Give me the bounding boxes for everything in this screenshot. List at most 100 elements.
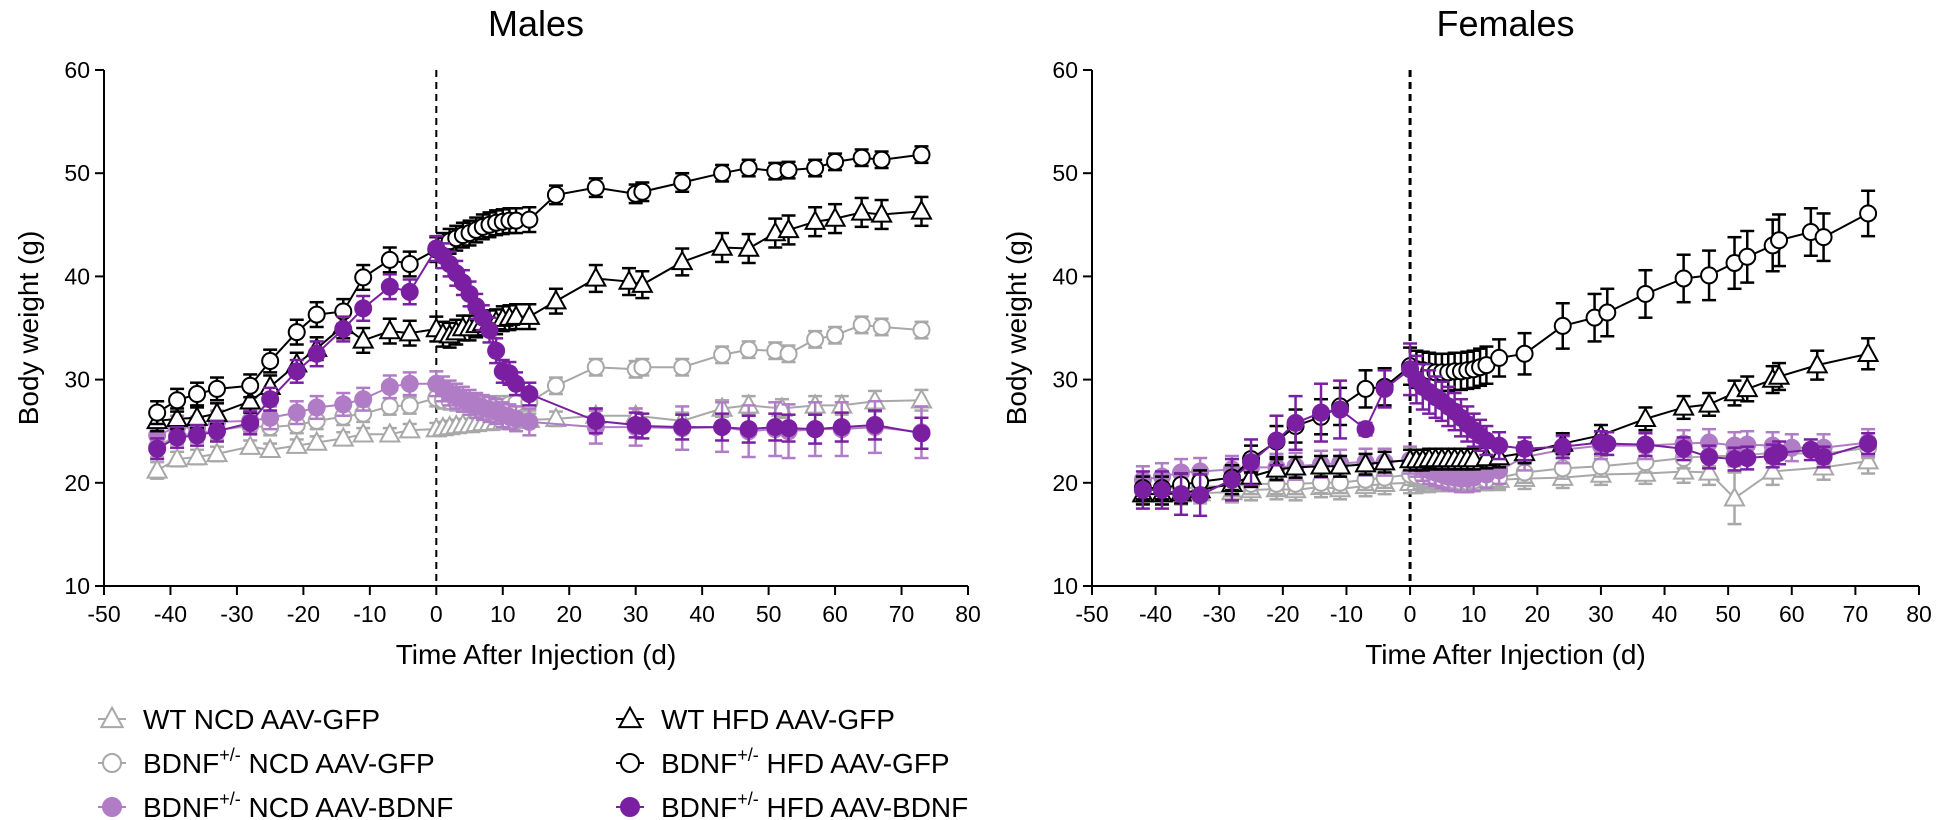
legend-marker: [102, 753, 122, 773]
data-point: [165, 446, 189, 468]
data-point: [1859, 434, 1878, 453]
data-point: [1700, 266, 1719, 285]
data-point: [1738, 449, 1757, 468]
data-point: [850, 200, 873, 221]
data-point: [912, 321, 931, 340]
data-point: [145, 458, 169, 479]
data-point: [380, 377, 399, 396]
chart-panel-females: Females -50 -40 -30 -20 -10 0 10 20 30 40 50 60 70 80 1…: [1001, 3, 1932, 670]
data-point: [354, 268, 373, 287]
legend-marker: [99, 705, 125, 729]
data-point: [148, 403, 167, 422]
data-point: [205, 441, 229, 463]
data-point: [1738, 247, 1757, 266]
x-tick-label: 60: [1779, 601, 1805, 627]
data-point: [910, 199, 933, 220]
data-point: [1312, 403, 1331, 422]
data-point: [1598, 303, 1617, 322]
data-point: [673, 173, 692, 192]
data-point: [239, 389, 262, 410]
x-tick-label: 50: [1715, 601, 1741, 627]
data-point: [261, 390, 280, 409]
data-point: [910, 388, 933, 409]
data-point: [806, 330, 825, 349]
data-point: [352, 422, 375, 443]
data-point: [832, 418, 851, 437]
data-point: [307, 344, 326, 363]
legend: WT NCD AAV-GFP BDNF+/- NCD AAV-GFP BDNF+/-…: [98, 704, 968, 820]
data-point: [710, 235, 734, 256]
y-tick-label: 40: [1052, 263, 1078, 289]
series-line: [156, 153, 922, 414]
data-point: [631, 272, 654, 293]
data-point: [633, 182, 652, 201]
y-tick-label: 60: [1052, 57, 1078, 83]
x-tick-label: -10: [353, 601, 386, 627]
data-point: [261, 352, 280, 371]
legend-label: BDNF+/- HFD AAV-BDNF: [661, 789, 968, 820]
data-point: [1723, 486, 1746, 507]
data-point: [1222, 470, 1241, 489]
data-point: [398, 321, 421, 342]
x-tick-label: 0: [430, 601, 443, 627]
chart-title: Females: [1436, 3, 1574, 44]
data-point: [148, 439, 167, 458]
x-tick-label: -30: [1203, 601, 1236, 627]
legend-item-bdnf_ncd_bdnf: BDNF+/- NCD AAV-BDNF: [98, 789, 453, 820]
data-point: [779, 344, 798, 363]
data-point: [378, 319, 401, 340]
y-tick-label: 10: [64, 573, 90, 599]
data-point: [1191, 486, 1210, 505]
data-point: [205, 401, 229, 422]
y-tick-label: 20: [1052, 470, 1078, 496]
data-point: [806, 420, 825, 439]
data-point: [1553, 316, 1572, 335]
y-tick-label: 50: [64, 160, 90, 186]
x-tick-label: -40: [154, 601, 187, 627]
legend-marker: [617, 705, 643, 729]
data-point: [305, 430, 328, 451]
data-point: [168, 391, 187, 410]
legend-label: WT NCD AAV-GFP: [143, 704, 380, 735]
y-tick-label: 40: [64, 263, 90, 289]
data-point: [504, 304, 528, 325]
data-point: [380, 277, 399, 296]
data-point: [518, 304, 541, 325]
y-tick-label: 20: [64, 470, 90, 496]
x-tick-label: 10: [490, 601, 516, 627]
data-point: [258, 437, 282, 458]
data-point: [1697, 392, 1721, 413]
data-point: [207, 422, 226, 441]
x-tick-label: 70: [889, 601, 915, 627]
legend-marker: [102, 797, 122, 817]
data-point: [739, 340, 758, 359]
data-point: [777, 217, 800, 239]
data-point: [1636, 435, 1655, 454]
data-point: [779, 419, 798, 438]
series-bdnf_hfd_bdnf: [148, 234, 931, 461]
y-tick-label: 60: [64, 57, 90, 83]
data-point: [713, 418, 732, 437]
data-point: [546, 185, 565, 204]
data-point: [352, 328, 375, 349]
data-point: [307, 398, 326, 417]
data-point: [354, 299, 373, 318]
data-point: [713, 345, 732, 364]
data-point: [1700, 448, 1719, 466]
data-point: [1490, 348, 1509, 367]
data-point: [713, 164, 732, 183]
data-point: [806, 159, 825, 178]
data-point: [673, 358, 692, 377]
data-point: [1770, 231, 1789, 250]
data-point: [1672, 459, 1695, 480]
data-point: [1356, 420, 1375, 439]
series-bdnf_hfd_gfp: [148, 145, 931, 426]
data-point: [852, 315, 871, 334]
x-tick-label: -20: [1266, 601, 1299, 627]
legend-item-bdnf_hfd_gfp: BDNF+/- HFD AAV-GFP: [616, 745, 950, 779]
data-point: [1152, 481, 1171, 500]
x-tick-label: 30: [623, 601, 649, 627]
data-point: [1674, 439, 1693, 458]
data-point: [1265, 457, 1288, 478]
data-point: [1328, 454, 1352, 475]
